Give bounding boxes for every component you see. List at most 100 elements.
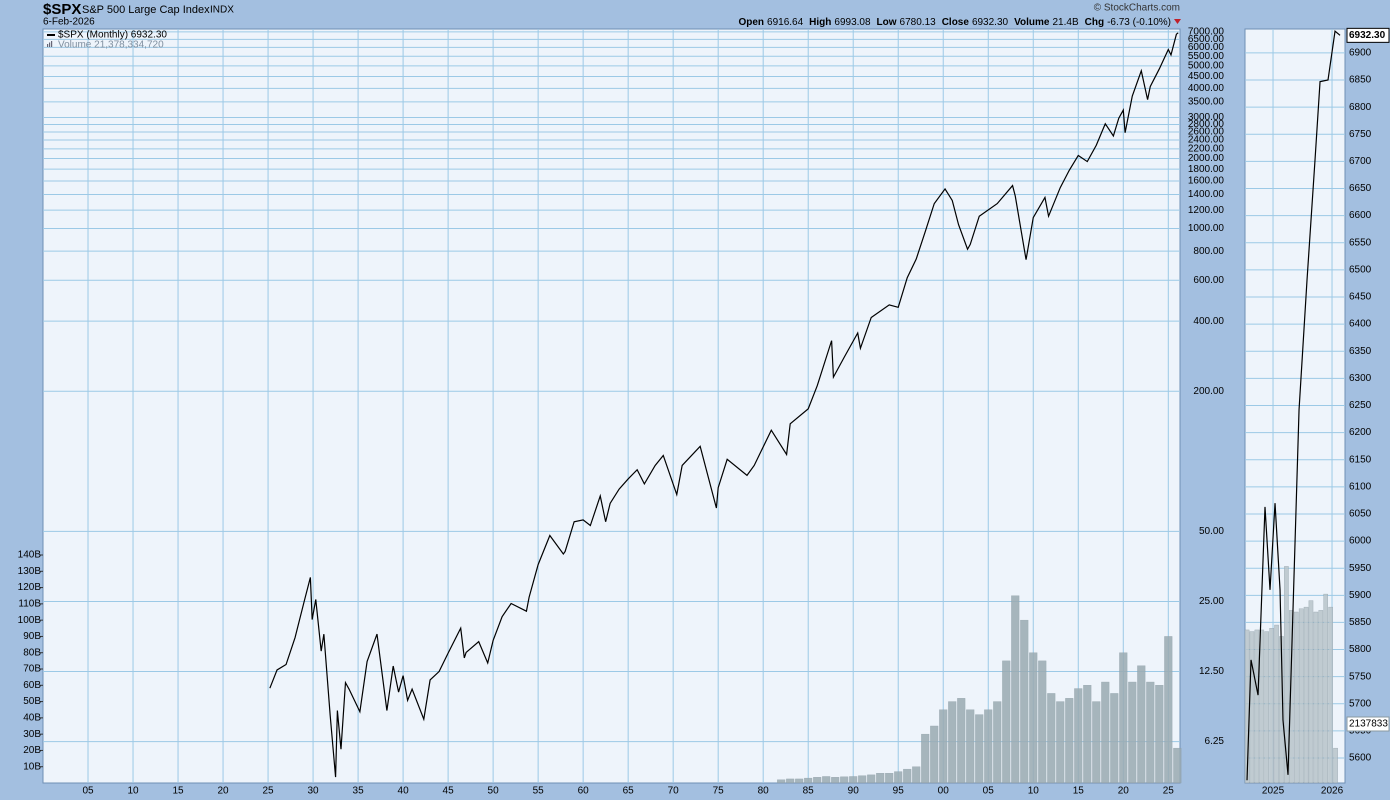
y2-tick-label: 20B	[23, 745, 41, 756]
volume-bar	[777, 779, 786, 784]
x-tick-label: 25	[262, 786, 274, 797]
y-tick-label: 2600.00	[1188, 127, 1225, 138]
down-arrow	[1174, 19, 1181, 24]
y-tick-label: 6200	[1349, 427, 1372, 438]
volume-label-box	[1346, 716, 1390, 732]
y2-tick-label: 120B	[18, 582, 42, 593]
volume-bar	[1259, 629, 1265, 784]
source: © StockCharts.com	[1094, 3, 1180, 14]
volume-bar	[1020, 619, 1029, 784]
volume-bar	[1173, 747, 1182, 784]
volume-bar	[1155, 685, 1164, 784]
quote-label: Low	[877, 17, 897, 28]
y-tick-label: 5900	[1349, 590, 1372, 601]
x-tick-label: 90	[848, 786, 860, 797]
y2-tick-label: 50B	[23, 696, 41, 707]
x-tick-label: 15	[172, 786, 184, 797]
y-tick-label: 3500.00	[1188, 97, 1225, 108]
x-tick-label: 50	[488, 786, 500, 797]
y-tick-label: 6650	[1349, 183, 1372, 194]
y-tick-label: 800.00	[1193, 246, 1224, 257]
y-tick-label: 6550	[1349, 237, 1372, 248]
volume-bar	[1074, 688, 1083, 784]
y2-tick-label: 130B	[18, 566, 42, 577]
quote-label: Volume	[1014, 17, 1050, 28]
volume-bar	[921, 733, 930, 784]
y2-tick-label: 60B	[23, 680, 41, 691]
x-tick-label: 55	[533, 786, 545, 797]
volume-bar	[1002, 660, 1011, 784]
last-value-label: 6932.30	[1349, 30, 1386, 41]
volume-bar	[1047, 693, 1056, 784]
y-tick-label: 6.25	[1205, 736, 1225, 747]
volume-bar	[1038, 660, 1047, 784]
quote: Open 6916.64 High 6993.08 Low 6780.13 Close 693…	[738, 17, 1171, 28]
y-tick-label: 5000.00	[1188, 61, 1225, 72]
y-tick-label: 200.00	[1193, 386, 1224, 397]
x-tick-label: 25	[1163, 786, 1175, 797]
quote-value: 6916.64	[767, 17, 804, 28]
volume-bar	[1318, 610, 1324, 784]
y-tick-label: 2800.00	[1188, 119, 1225, 130]
y-tick-label: 6150	[1349, 454, 1372, 465]
quote-label: High	[809, 17, 831, 28]
y2-tick-label: 100B	[18, 615, 42, 626]
y-tick-label: 4500.00	[1188, 71, 1225, 82]
volume-bar	[1313, 611, 1319, 784]
x-tick-label: 20	[1118, 786, 1130, 797]
y-tick-label: 5850	[1349, 617, 1372, 628]
volume-bar	[822, 776, 831, 784]
y-tick-label: 12.50	[1199, 666, 1224, 677]
y-tick-label: 6250	[1349, 400, 1372, 411]
x-tick-label: 60	[578, 786, 590, 797]
y-tick-label: 6050	[1349, 509, 1372, 520]
legend-swatch	[51, 41, 53, 47]
volume-bar	[1308, 600, 1314, 784]
volume-bar	[786, 778, 795, 784]
volume-bar	[876, 773, 885, 784]
date: 6-Feb-2026	[43, 17, 95, 28]
y-tick-label: 400.00	[1193, 316, 1224, 327]
y-tick-label: 6350	[1349, 346, 1372, 357]
x-tick-label: 30	[308, 786, 320, 797]
volume-bar	[1333, 747, 1338, 784]
x-tick-label: 45	[443, 786, 455, 797]
volume-bar	[1254, 629, 1260, 784]
quote-value: 6993.08	[834, 17, 871, 28]
quote-value: 6932.30	[972, 17, 1009, 28]
legend-label: Volume 21,378,334,720	[58, 40, 164, 51]
y-tick-label: 6450	[1349, 292, 1372, 303]
volume-bar	[939, 709, 948, 784]
y-tick-label: 5600	[1349, 753, 1372, 764]
y-tick-label: 5800	[1349, 644, 1372, 655]
x-tick-label: 10	[1028, 786, 1040, 797]
volume-bar	[1328, 606, 1333, 784]
volume-bar	[1269, 628, 1274, 784]
volume-bar	[1289, 610, 1294, 784]
volume-bar	[948, 701, 957, 784]
x-tick-label: 80	[758, 786, 770, 797]
x-tick-label: 10	[127, 786, 139, 797]
y-tick-label: 6500	[1349, 264, 1372, 275]
y2-tick-label: 80B	[23, 647, 41, 658]
price-line	[1246, 30, 1341, 781]
volume-bar	[1264, 631, 1269, 784]
volume-bar	[957, 698, 966, 784]
volume-bar	[1146, 681, 1155, 784]
volume-bar	[1029, 652, 1038, 784]
y-tick-label: 1000.00	[1188, 223, 1225, 234]
volume-bar	[867, 774, 876, 784]
x-tick-label: 65	[623, 786, 635, 797]
y-tick-label: 6300	[1349, 373, 1372, 384]
y-tick-label: 6750	[1349, 129, 1372, 140]
quote-value: 6780.13	[900, 17, 937, 28]
quote-label: Close	[942, 17, 970, 28]
y-tick-label: 1200.00	[1188, 205, 1225, 216]
x-tick-label: 75	[713, 786, 725, 797]
y2-tick-label: 10B	[23, 761, 41, 772]
y-tick-label: 1800.00	[1188, 164, 1225, 175]
y-tick-label: 6600	[1349, 210, 1372, 221]
volume-bar	[885, 773, 894, 784]
y-tick-label: 6500.00	[1188, 34, 1225, 45]
